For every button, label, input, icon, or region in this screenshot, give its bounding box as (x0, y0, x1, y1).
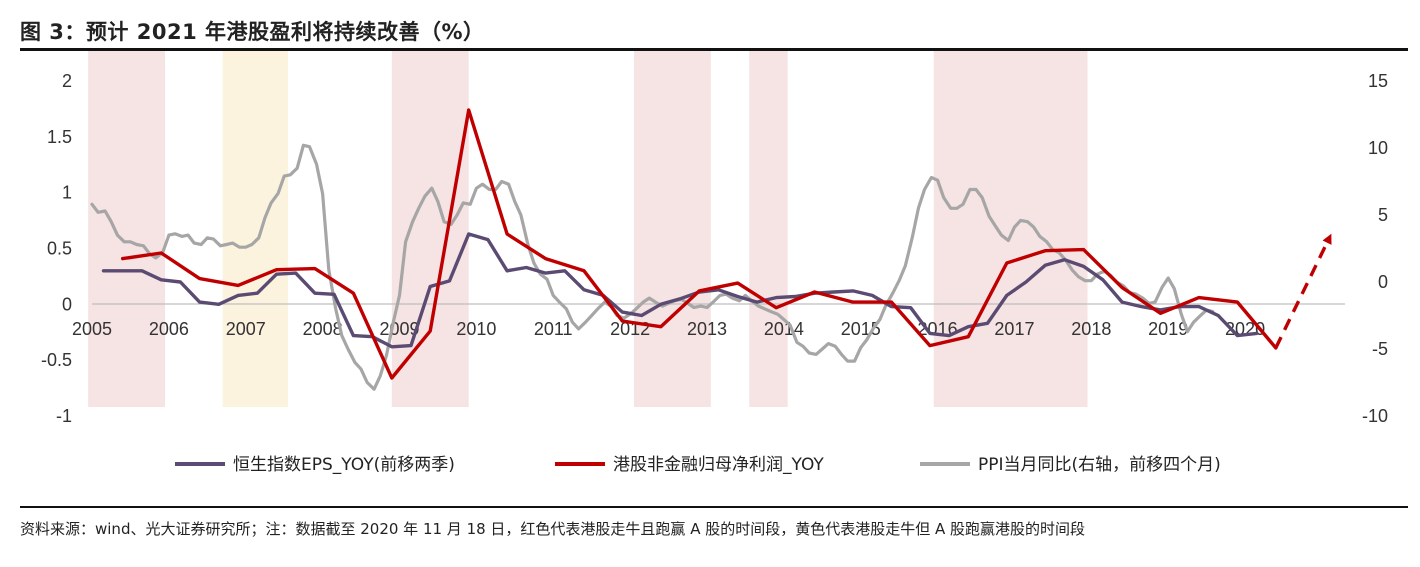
left-y-tick-label: 1.5 (47, 127, 72, 147)
x-tick-label: 2018 (1071, 319, 1111, 339)
shaded-period-5 (749, 51, 788, 407)
series-lines (90, 108, 1278, 391)
shaded-periods (88, 51, 1088, 407)
shaded-period-3 (391, 51, 469, 407)
forecast-arrow-line (1274, 233, 1332, 349)
left-y-tick-label: 1 (62, 183, 72, 203)
forecast-arrow (1274, 233, 1332, 349)
x-tick-label: 2010 (456, 319, 496, 339)
x-tick-label: 2011 (534, 319, 573, 339)
shaded-period-1 (88, 51, 166, 407)
chart-plot: 2005 2006 2007 2008 2009 2010 2011 2012 2013 2014… (41, 51, 1388, 475)
legend-label-1: 恒生指数EPS_YOY(前移两季) (233, 455, 455, 475)
left-y-tick-label: 0.5 (47, 239, 72, 259)
x-tick-label: 2006 (149, 319, 189, 339)
left-y-tick-label: -1 (56, 406, 72, 426)
right-y-tick-label: 0 (1378, 272, 1388, 292)
x-tick-label: 2013 (687, 319, 727, 339)
left-y-tick-label: 0 (62, 294, 72, 314)
left-y-tick-label: 2 (62, 71, 72, 91)
right-y-tick-label: 5 (1378, 205, 1388, 225)
footer-divider (20, 506, 1408, 508)
right-y-tick-label: 10 (1368, 138, 1388, 158)
x-tick-label: 2005 (72, 319, 112, 339)
title-divider (20, 48, 1408, 51)
x-tick-label: 2007 (226, 319, 266, 339)
legend: 恒生指数EPS_YOY(前移两季) 港股非金融归母净利润_YOY PPI当月同比(右… (175, 455, 1221, 475)
x-axis-ticks: 2005 2006 2007 2008 2009 2010 2011 2012 2013 2014… (72, 319, 1265, 339)
series-line-3 (90, 143, 1215, 391)
right-y-tick-label: 15 (1368, 71, 1388, 91)
left-y-tick-label: -0.5 (41, 350, 72, 370)
legend-label-3: PPI当月同比(右轴，前移四个月) (978, 455, 1221, 475)
series-line-2 (121, 108, 1278, 380)
right-y-tick-label: -5 (1372, 339, 1388, 359)
legend-label-2: 港股非金融归母净利润_YOY (613, 455, 824, 475)
right-y-tick-label: -10 (1362, 406, 1388, 426)
shaded-period-2 (222, 51, 289, 407)
shaded-period-4 (633, 51, 711, 407)
shaded-period-6 (933, 51, 1088, 407)
series-line-1 (101, 232, 1259, 349)
x-tick-label: 2019 (1148, 319, 1188, 339)
x-tick-label: 2017 (994, 319, 1034, 339)
x-tick-label: 2014 (764, 319, 804, 339)
right-axis-ticks: 15 10 5 0 -5 -10 (1362, 71, 1388, 426)
chart-title: 图 3：预计 2021 年港股盈利将持续改善（%） (20, 20, 485, 44)
left-axis-ticks: 2 1.5 1 0.5 0 -0.5 -1 (41, 71, 72, 426)
source-note: 资料来源：wind、光大证券研究所；注：数据截至 2020 年 11 月 18 … (20, 520, 1086, 538)
x-tick-label: 2008 (303, 319, 343, 339)
